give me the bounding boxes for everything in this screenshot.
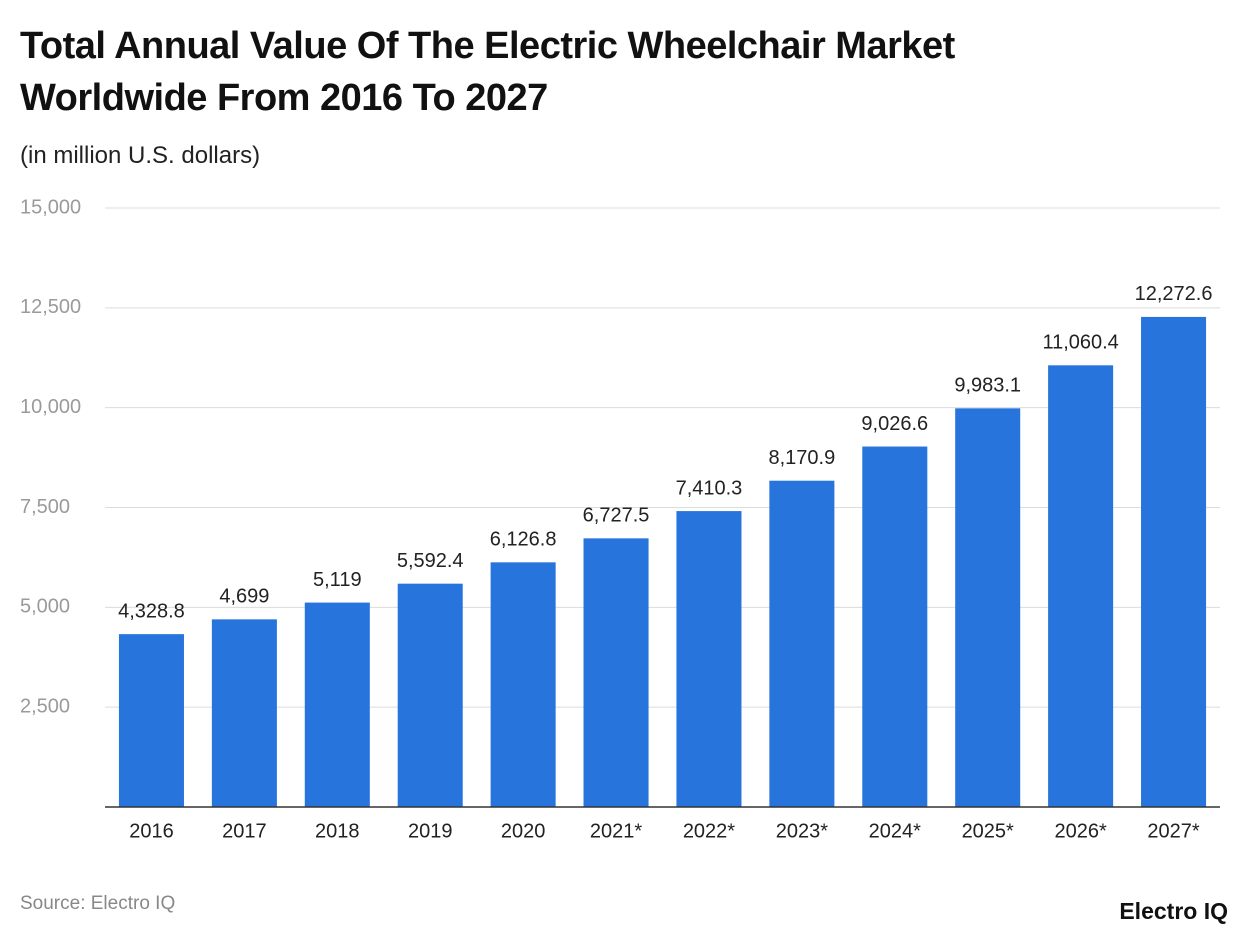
bar bbox=[862, 446, 928, 807]
bar bbox=[1048, 365, 1114, 807]
x-tick-label: 2023* bbox=[776, 820, 828, 842]
value-label: 4,699 bbox=[219, 586, 269, 608]
value-label: 4,328.8 bbox=[118, 600, 185, 622]
bar bbox=[490, 562, 556, 807]
x-tick-label: 2022* bbox=[683, 820, 735, 842]
x-tick-label: 2018 bbox=[315, 820, 360, 842]
x-tick-label: 2027* bbox=[1147, 820, 1199, 842]
y-tick-label: 10,000 bbox=[20, 396, 81, 418]
x-tick-label: 2024* bbox=[869, 820, 921, 842]
x-tick-label: 2016 bbox=[129, 820, 174, 842]
x-tick-label: 2020 bbox=[501, 820, 546, 842]
value-label: 6,727.5 bbox=[583, 505, 650, 527]
bar bbox=[955, 408, 1021, 807]
value-label: 5,119 bbox=[313, 569, 362, 591]
bar bbox=[769, 480, 835, 807]
chart-subtitle: (in million U.S. dollars) bbox=[20, 142, 261, 169]
y-tick-label: 15,000 bbox=[20, 196, 81, 218]
x-tick-label: 2017 bbox=[222, 820, 267, 842]
value-label: 8,170.9 bbox=[769, 447, 836, 469]
x-tick-label: 2021* bbox=[590, 820, 642, 842]
y-tick-label: 2,500 bbox=[20, 695, 70, 717]
value-label: 12,272.6 bbox=[1135, 283, 1213, 305]
y-tick-label: 12,500 bbox=[20, 296, 81, 318]
value-label: 5,592.4 bbox=[397, 550, 464, 572]
bar bbox=[118, 634, 184, 807]
brand-logo: Electro IQ bbox=[1119, 898, 1228, 924]
bar bbox=[1141, 316, 1207, 807]
value-label: 9,026.6 bbox=[861, 413, 928, 435]
y-tick-label: 5,000 bbox=[20, 596, 70, 618]
x-tick-label: 2025* bbox=[962, 820, 1014, 842]
value-label: 6,126.8 bbox=[490, 529, 557, 551]
bar bbox=[397, 583, 463, 807]
bar bbox=[583, 538, 649, 807]
chart-title: Total Annual Value Of The Electric Wheel… bbox=[20, 25, 955, 119]
bar bbox=[304, 602, 370, 807]
value-label: 7,410.3 bbox=[676, 477, 743, 499]
value-label: 11,060.4 bbox=[1042, 332, 1118, 354]
x-tick-label: 2026* bbox=[1054, 820, 1106, 842]
bar bbox=[211, 619, 277, 807]
y-tick-label: 7,500 bbox=[20, 496, 70, 518]
x-tick-label: 2019 bbox=[408, 820, 453, 842]
value-label: 9,983.1 bbox=[954, 375, 1021, 397]
bar bbox=[676, 511, 742, 807]
source-note: Source: Electro IQ bbox=[20, 893, 176, 914]
